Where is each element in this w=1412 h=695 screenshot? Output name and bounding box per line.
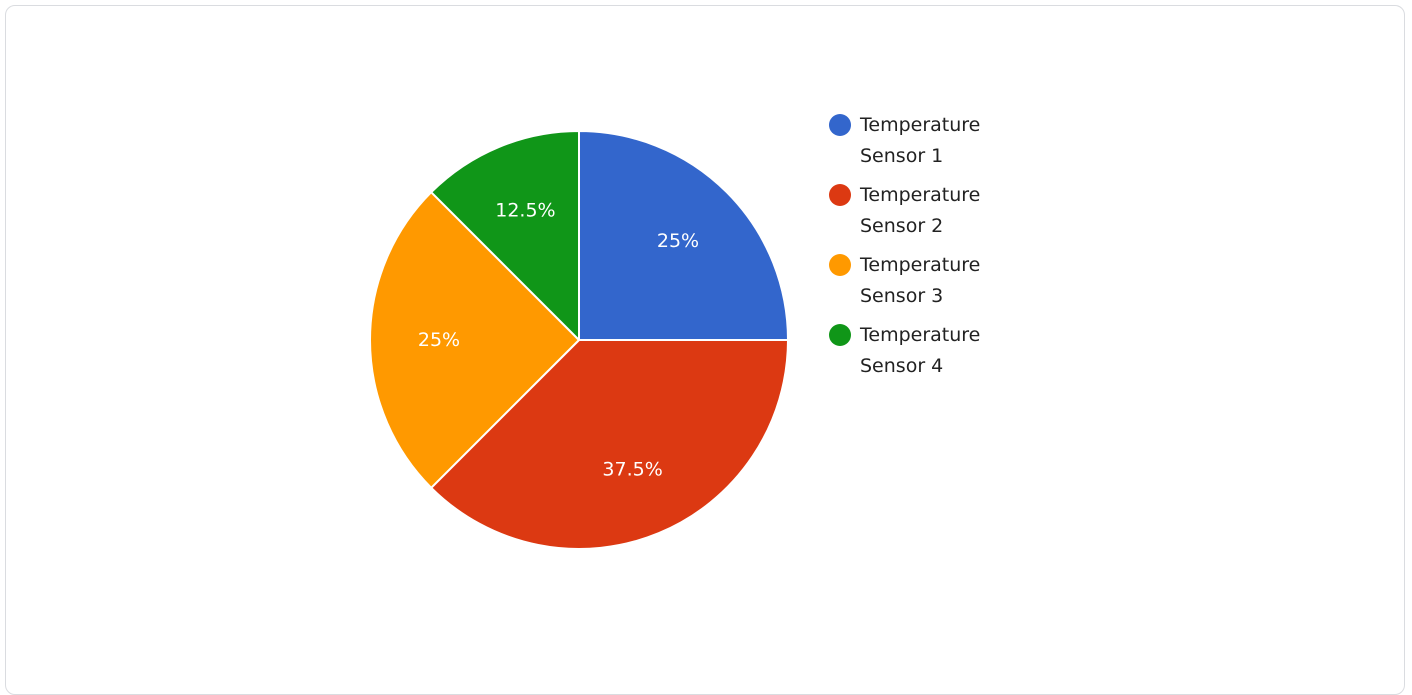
legend-label-line1: Temperature [859,254,980,276]
legend-swatch [829,114,851,136]
legend-label-line2: Sensor 2 [860,215,943,237]
slice-value-label: 12.5% [495,200,555,222]
legend-label-line2: Sensor 1 [860,145,943,167]
legend-item[interactable]: Temperature Sensor 4 [829,324,980,377]
legend-label-line2: Sensor 4 [860,355,943,377]
legend-swatch [829,324,851,346]
legend-label-line1: Temperature [859,184,980,206]
legend-label-line2: Sensor 3 [860,285,943,307]
pie-slice[interactable] [369,191,580,489]
legend-label-line1: Temperature [859,114,980,136]
pie-slice[interactable] [578,130,789,341]
slice-value-label: 25% [418,329,460,351]
legend-label-line1: Temperature [859,324,980,346]
legend-swatch [829,184,851,206]
legend-item[interactable]: Temperature Sensor 2 [829,184,980,237]
legend-swatch [829,254,851,276]
slice-value-label: 37.5% [602,458,662,480]
pie-slice[interactable] [430,130,580,341]
legend-item[interactable]: Temperature Sensor 1 [829,114,980,167]
pie-slice[interactable] [430,339,789,550]
pie-slice-labels: 25% 37.5% 25% 12.5% [418,200,699,481]
slice-value-label: 25% [657,230,699,252]
legend-item[interactable]: Temperature Sensor 3 [829,254,980,307]
pie-slices [369,130,789,550]
